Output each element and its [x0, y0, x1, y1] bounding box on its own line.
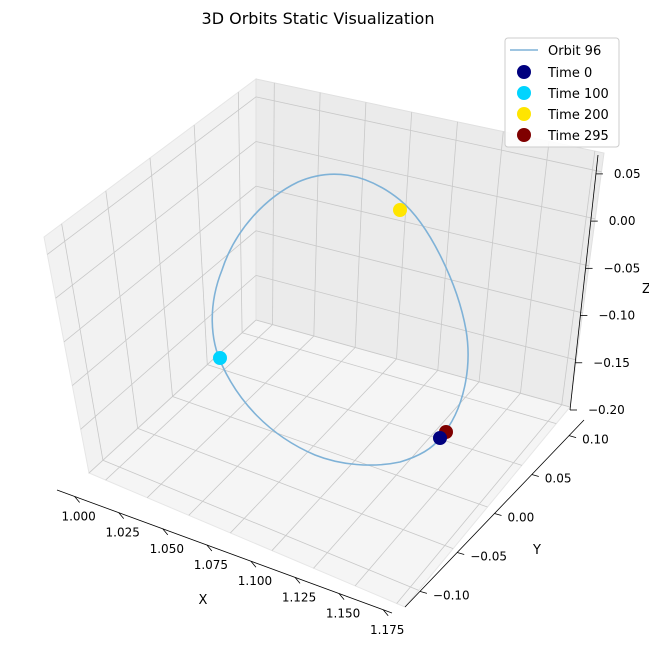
x-gridline: [313, 92, 321, 337]
legend-dot-time-100: [517, 86, 531, 100]
y-gridline: [172, 396, 488, 508]
marker-time-0: [433, 431, 447, 445]
y-gridline: [193, 125, 208, 365]
z-gridline: [63, 185, 257, 343]
z-tick-label: −0.10: [598, 309, 635, 323]
legend-label-time-100: Time 100: [547, 87, 609, 102]
x-gridline: [478, 131, 504, 382]
x-gridline: [520, 141, 550, 394]
x-axis-line: [56, 489, 393, 614]
y-gridline: [102, 459, 419, 591]
z-tick-label: −0.15: [593, 356, 630, 370]
y-tick-mark: [419, 591, 428, 594]
y-tick-label: −0.05: [470, 549, 507, 563]
z-gridline: [47, 96, 257, 255]
x-ticks: 1.000 1.025 1.050 1.075 1.100 1.125 1.150 1.175: [61, 496, 404, 637]
x-gridline: [396, 112, 413, 359]
x-tick-label: 1.050: [150, 542, 184, 556]
x-tick-label: 1.000: [61, 509, 95, 523]
x-tick-mark: [382, 609, 389, 617]
z-gridline: [255, 274, 577, 361]
y-gridline: [61, 223, 104, 461]
z-gridline: [255, 319, 571, 408]
z-tick-label: 0.00: [609, 214, 636, 228]
x-tick-mark: [74, 496, 80, 503]
legend: Orbit 96 Time 0 Time 100 Time 200 Time 2…: [504, 37, 620, 148]
x-gridline: [437, 121, 458, 371]
z-gridline: [255, 230, 583, 314]
y-gridline: [137, 428, 454, 550]
y-tick-mark: [494, 513, 502, 516]
legend-dot-time-295: [517, 128, 531, 142]
z-axis-line: [569, 154, 599, 411]
legend-label-time-200: Time 200: [547, 108, 609, 123]
x-tick-mark: [250, 560, 257, 568]
x-axis-label: X: [199, 593, 208, 608]
y-axis-label: Y: [532, 543, 541, 558]
x-tick-mark: [206, 544, 213, 552]
orbit-line: [211, 173, 469, 466]
legend-label-orbit: Orbit 96: [548, 44, 601, 59]
z-axis-label: Z: [642, 282, 649, 297]
x-tick-mark: [294, 577, 301, 584]
marker-time-100: [213, 351, 227, 365]
y-tick-label: −0.10: [433, 588, 470, 602]
z-tick-label: 0.05: [614, 167, 641, 181]
y-gridline: [237, 92, 243, 333]
x-tick-mark: [162, 528, 169, 536]
x-tick-mark: [118, 512, 125, 519]
legend-label-time-295: Time 295: [547, 129, 609, 144]
y-gridline: [105, 190, 139, 429]
y-tick-label: 0.00: [508, 511, 535, 525]
z-gridline: [255, 141, 596, 220]
z-gridline: [88, 319, 257, 474]
x-tick-label: 1.175: [370, 623, 404, 637]
y-gridline: [149, 157, 173, 397]
y-ticks: −0.10 −0.05 0.00 0.05 0.10: [419, 433, 609, 602]
z-gridline: [255, 96, 602, 173]
z-gridline: [55, 141, 257, 299]
z-gridline: [72, 230, 257, 386]
x-tick-label: 1.125: [282, 590, 316, 604]
y-gridline: [241, 332, 557, 425]
z-gridline: [80, 275, 257, 430]
x-gridline: [272, 82, 275, 325]
z-ticks: −0.20 −0.15 −0.10 −0.05 0.00 0.05: [570, 167, 641, 417]
y-tick-label: 0.05: [545, 472, 572, 486]
y-tick-mark: [457, 552, 465, 555]
marker-time-200: [393, 203, 407, 217]
x-tick-label: 1.025: [106, 526, 140, 540]
x-tick-label: 1.075: [194, 558, 228, 572]
chart-title: 3D Orbits Static Visualization: [202, 9, 435, 28]
x-gridline: [561, 151, 596, 405]
y-tick-mark: [531, 474, 539, 477]
y-tick-mark: [568, 435, 577, 438]
x-tick-label: 1.150: [326, 607, 360, 621]
z-tick-label: −0.20: [588, 403, 625, 417]
x-gridline: [354, 102, 367, 348]
x-tick-label: 1.100: [238, 574, 272, 588]
legend-label-time-0: Time 0: [547, 66, 592, 81]
legend-dot-time-0: [517, 65, 531, 79]
y-gridline: [207, 364, 522, 466]
z-tick-label: −0.05: [604, 261, 641, 275]
grid-lines: [47, 82, 602, 604]
legend-dot-time-200: [517, 107, 531, 121]
x-tick-mark: [338, 593, 345, 600]
y-tick-label: 0.10: [582, 433, 609, 447]
